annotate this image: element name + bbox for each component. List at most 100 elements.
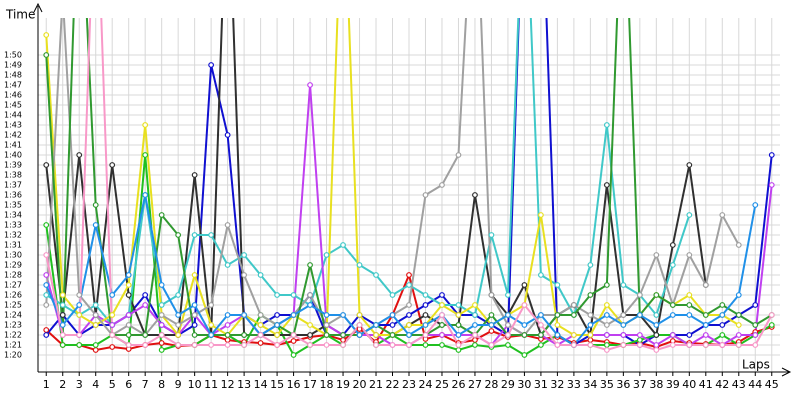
point <box>669 302 676 308</box>
point <box>158 347 165 353</box>
point <box>406 282 412 288</box>
point <box>208 322 215 328</box>
point <box>59 322 66 328</box>
point <box>505 342 511 348</box>
y-tick-label: 1:36 <box>4 191 22 200</box>
point <box>142 292 149 298</box>
point <box>125 282 132 288</box>
x-tick-label: 6 <box>125 378 132 391</box>
point <box>158 322 165 328</box>
y-tick-label: 1:24 <box>4 311 22 320</box>
point <box>768 312 775 318</box>
plot-area <box>43 18 775 358</box>
point <box>636 342 643 348</box>
point <box>603 182 610 188</box>
point <box>92 202 99 208</box>
point <box>653 252 660 258</box>
point <box>142 342 149 348</box>
point <box>92 302 99 308</box>
point <box>686 212 693 218</box>
point <box>538 212 544 218</box>
point <box>488 328 495 334</box>
point <box>768 322 775 328</box>
point <box>422 192 429 198</box>
point <box>43 252 50 258</box>
point <box>686 342 693 348</box>
point <box>76 342 83 348</box>
point <box>554 342 561 348</box>
point <box>340 242 346 248</box>
point <box>191 302 198 308</box>
point <box>554 332 561 338</box>
point <box>43 32 50 38</box>
x-tick-label: 20 <box>353 378 367 391</box>
point <box>455 342 462 348</box>
point <box>603 302 610 308</box>
point <box>488 322 495 328</box>
point <box>142 192 149 198</box>
point <box>719 332 726 338</box>
point <box>208 342 215 348</box>
point <box>307 302 313 308</box>
point <box>521 322 528 328</box>
point <box>488 312 495 318</box>
point <box>340 337 346 343</box>
point <box>505 292 511 298</box>
point <box>620 322 627 328</box>
point <box>620 342 627 348</box>
point <box>768 182 775 188</box>
x-tick-label: 27 <box>468 378 482 391</box>
point <box>653 347 660 353</box>
point <box>241 342 248 348</box>
point <box>307 292 313 298</box>
point <box>603 122 610 128</box>
point <box>587 332 594 338</box>
point <box>290 292 297 298</box>
y-tick-label: 1:26 <box>4 291 22 300</box>
point <box>587 292 594 298</box>
point <box>636 332 643 338</box>
point <box>636 292 643 298</box>
point <box>472 302 478 308</box>
y-tick-label: 1:40 <box>4 151 22 160</box>
x-tick-label: 5 <box>109 378 116 391</box>
x-tick-label: 38 <box>649 378 663 391</box>
x-tick-label: 15 <box>270 378 284 391</box>
point <box>43 292 50 298</box>
point <box>307 82 313 88</box>
point <box>439 302 445 308</box>
point <box>406 272 412 278</box>
point <box>439 182 445 188</box>
point <box>603 282 610 288</box>
point <box>323 332 330 338</box>
x-tick-label: 41 <box>699 378 713 391</box>
point <box>686 332 693 338</box>
point <box>142 152 149 158</box>
y-tick-label: 1:41 <box>4 141 22 150</box>
point <box>488 342 495 348</box>
point <box>109 332 116 338</box>
point <box>455 302 462 308</box>
x-tick-label: 13 <box>237 378 251 391</box>
point <box>554 312 561 318</box>
point <box>488 232 495 238</box>
point <box>455 347 462 353</box>
point <box>439 332 445 338</box>
point <box>191 272 198 278</box>
point <box>686 162 693 168</box>
point <box>125 272 132 278</box>
point <box>224 342 231 348</box>
y-tick-label: 1:39 <box>4 161 22 170</box>
point <box>59 302 66 308</box>
point <box>570 302 577 308</box>
y-tick-label: 1:48 <box>4 71 22 80</box>
x-tick-label: 1 <box>43 378 50 391</box>
point <box>505 312 511 318</box>
point <box>43 162 50 168</box>
y-tick-label: 1:49 <box>4 61 22 70</box>
point <box>669 332 676 338</box>
point <box>538 312 544 318</box>
x-tick-label: 33 <box>567 378 581 391</box>
y-tick-label: 1:31 <box>4 241 22 250</box>
point <box>587 312 594 318</box>
